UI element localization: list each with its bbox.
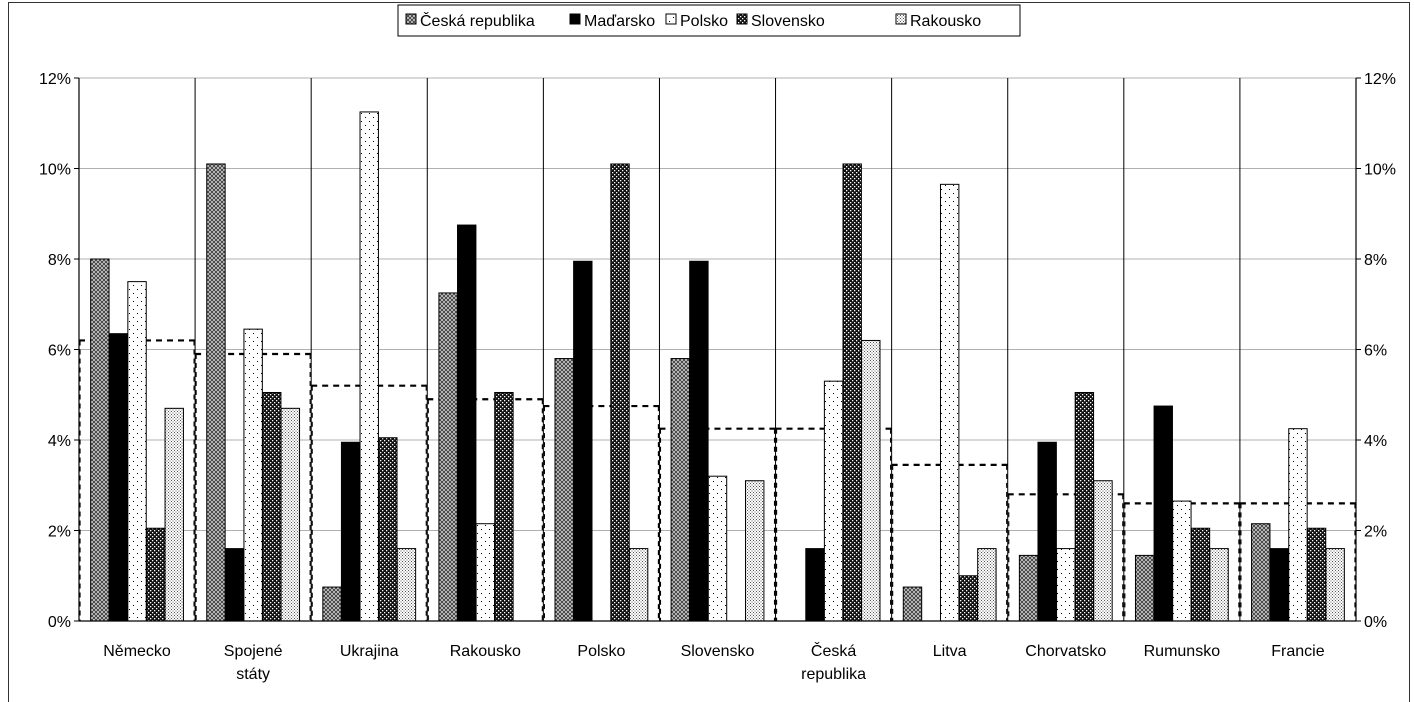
category-label: Chorvatsko xyxy=(1025,643,1106,660)
x-axis-category-labels: Německo Spojené státy Ukrajina Rakousko Polsk… xyxy=(103,641,1324,683)
y-tick-label: 8% xyxy=(1364,252,1387,269)
bar-solid-black xyxy=(805,548,825,622)
bar-solid-black xyxy=(689,260,709,622)
y-tick-label: 6% xyxy=(1364,343,1387,360)
bar-solid-black xyxy=(1153,405,1173,622)
bar-crosshatch xyxy=(322,586,342,622)
bar-sparse-dots xyxy=(939,183,960,622)
bar-sparse-dots xyxy=(1288,428,1308,622)
bar-crosshatch xyxy=(670,358,690,622)
y-axis-right-ticks: 0% 2% 4% 6% 8% 10% 12% xyxy=(1356,71,1396,631)
bar-dense-dots xyxy=(280,407,301,622)
bar-dense-dots xyxy=(1325,548,1345,622)
y-tick-label: 4% xyxy=(48,433,71,450)
bar-crosshatch xyxy=(1134,554,1155,622)
bar-sparse-dots xyxy=(823,380,844,622)
bar-dense-dots xyxy=(164,407,184,622)
bar-dark-check xyxy=(842,163,862,622)
bar-dense-dots xyxy=(396,548,417,622)
bar-crosshatch xyxy=(1018,554,1039,622)
bar-solid-black xyxy=(457,224,477,622)
bar-dense-dots xyxy=(745,480,765,622)
bar-dense-dots xyxy=(1209,548,1229,622)
y-tick-label: 10% xyxy=(39,162,71,179)
y-tick-label: 2% xyxy=(48,524,71,541)
bar-dark-check xyxy=(378,437,398,622)
category-label: Ukrajina xyxy=(340,643,399,660)
category-label: Rakousko xyxy=(450,643,521,660)
category-label: Rumunsko xyxy=(1144,643,1221,660)
legend-swatch xyxy=(569,13,581,25)
legend-swatch xyxy=(895,13,907,25)
bar-solid-black xyxy=(224,548,245,622)
category-label: státy xyxy=(236,666,270,683)
bar-crosshatch xyxy=(206,163,226,622)
category-label: Německo xyxy=(103,643,171,660)
category-label: Polsko xyxy=(577,643,625,660)
y-tick-label: 0% xyxy=(1364,614,1387,631)
y-axis-left-ticks: 0% 2% 4% 6% 8% 10% 12% xyxy=(39,71,79,631)
legend-label: Česká republika xyxy=(420,11,535,30)
legend-label: Polsko xyxy=(680,13,728,30)
y-tick-label: 2% xyxy=(1364,524,1387,541)
bar-dark-check xyxy=(1306,527,1327,622)
bar-crosshatch xyxy=(902,586,923,622)
bar-solid-black xyxy=(340,441,361,622)
bars xyxy=(90,111,1345,622)
bar-dense-dots xyxy=(1093,480,1113,622)
bar-crosshatch xyxy=(554,358,574,622)
bar-dark-check xyxy=(145,527,166,622)
y-tick-label: 6% xyxy=(48,343,71,360)
category-label: Česká xyxy=(811,641,856,660)
bar-sparse-dots xyxy=(475,523,496,622)
bar-sparse-dots xyxy=(1172,500,1192,622)
bar-sparse-dots xyxy=(359,111,379,622)
bar-dense-dots xyxy=(628,548,649,622)
bar-sparse-dots xyxy=(127,281,147,622)
bar-dense-dots xyxy=(977,548,997,622)
y-tick-label: 0% xyxy=(48,614,71,631)
category-label: republika xyxy=(801,666,866,683)
bar-dark-check xyxy=(1190,527,1211,622)
category-label: Litva xyxy=(933,643,967,660)
legend-swatch xyxy=(405,13,417,25)
y-tick-label: 12% xyxy=(39,71,71,88)
bar-dark-check xyxy=(262,391,282,622)
y-tick-label: 4% xyxy=(1364,433,1387,450)
bar-solid-black xyxy=(1269,548,1290,622)
y-tick-label: 12% xyxy=(1364,71,1396,88)
legend-label: Rakousko xyxy=(910,13,981,30)
bar-solid-black xyxy=(573,260,593,622)
bar-dark-check xyxy=(1074,391,1095,622)
y-tick-label: 10% xyxy=(1364,162,1396,179)
legend: Česká republika Maďarsko Polsko Slovensko Ra… xyxy=(397,4,1021,37)
bar-crosshatch xyxy=(1251,523,1271,622)
bar-dark-check xyxy=(494,391,514,622)
legend-swatch xyxy=(665,13,677,25)
category-label: Spojené xyxy=(224,643,283,660)
y-tick-label: 8% xyxy=(48,252,71,269)
bar-solid-black xyxy=(108,333,129,622)
legend-swatch xyxy=(736,13,748,25)
category-label: Slovensko xyxy=(681,643,755,660)
category-label: Francie xyxy=(1271,643,1324,660)
category-separators xyxy=(194,78,1241,621)
bar-crosshatch xyxy=(438,292,458,622)
bar-sparse-dots xyxy=(1056,548,1076,622)
bar-dense-dots xyxy=(861,339,881,622)
bar-dark-check xyxy=(958,575,978,622)
bar-sparse-dots xyxy=(243,328,263,622)
bar-solid-black xyxy=(1037,441,1057,622)
legend-label: Slovensko xyxy=(751,13,825,30)
bar-sparse-dots xyxy=(707,475,728,622)
bar-crosshatch xyxy=(90,258,110,622)
legend-label: Maďarsko xyxy=(584,13,655,30)
bar-dark-check xyxy=(610,163,630,622)
legend-box xyxy=(397,4,1021,37)
